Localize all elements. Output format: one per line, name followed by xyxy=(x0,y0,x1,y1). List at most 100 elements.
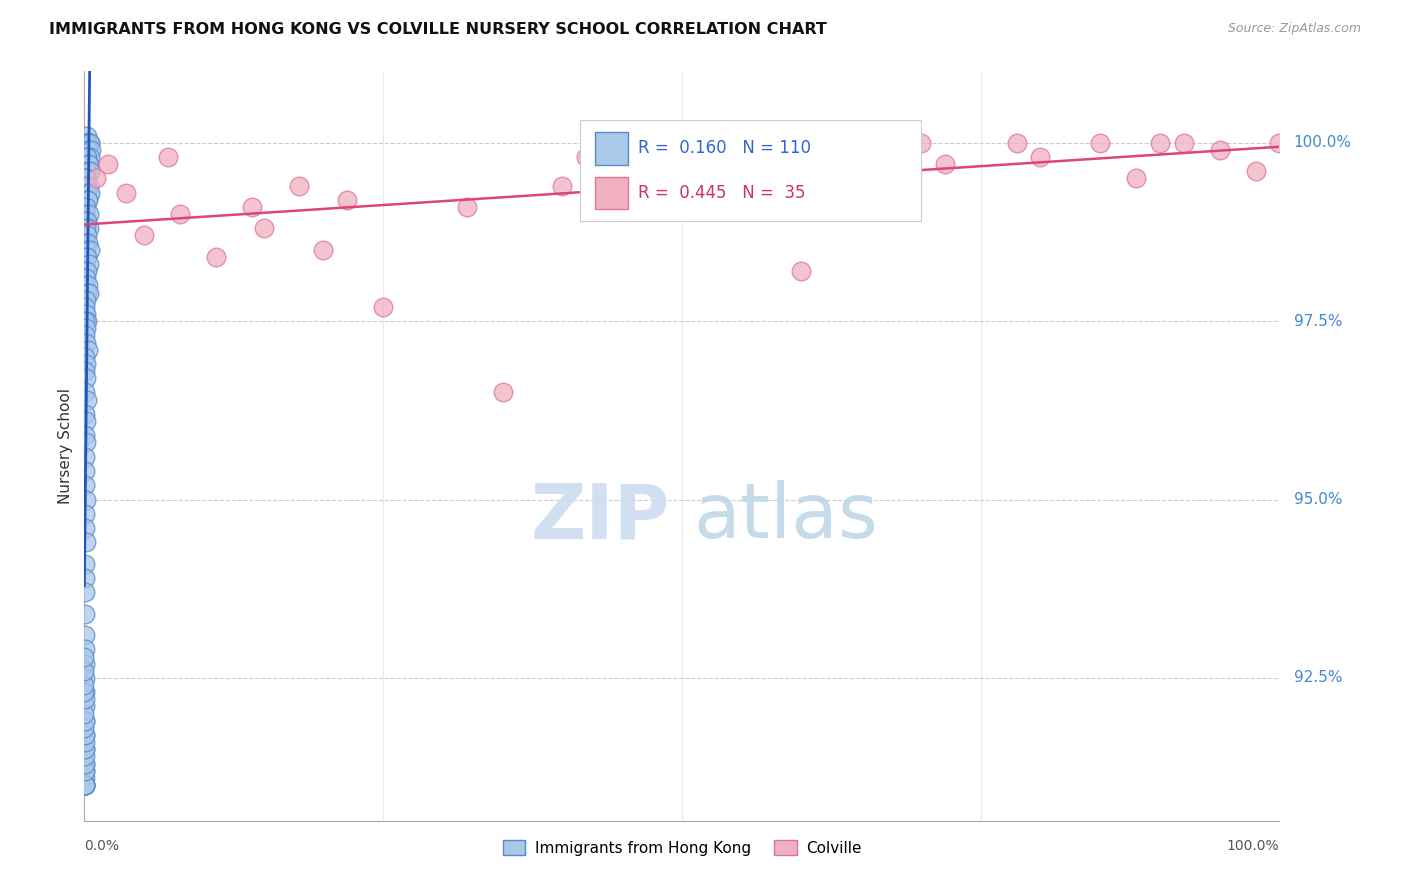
Y-axis label: Nursery School: Nursery School xyxy=(58,388,73,504)
Point xyxy=(75,307,97,321)
Point xyxy=(75,657,97,671)
Point xyxy=(1005,136,1028,150)
Point xyxy=(75,243,97,257)
Point xyxy=(551,178,574,193)
Point xyxy=(73,742,96,756)
Point xyxy=(77,157,100,171)
Point xyxy=(790,264,813,278)
Point xyxy=(75,136,97,150)
Text: IMMIGRANTS FROM HONG KONG VS COLVILLE NURSERY SCHOOL CORRELATION CHART: IMMIGRANTS FROM HONG KONG VS COLVILLE NU… xyxy=(49,22,827,37)
Point xyxy=(73,692,96,706)
Point xyxy=(79,243,101,257)
Point xyxy=(934,157,956,171)
Point xyxy=(79,186,101,200)
Point xyxy=(75,321,97,335)
FancyBboxPatch shape xyxy=(595,132,628,164)
Point xyxy=(79,136,101,150)
Point xyxy=(115,186,138,200)
Point xyxy=(75,221,97,235)
Point xyxy=(75,428,97,442)
Point xyxy=(75,435,97,450)
Point xyxy=(75,742,97,756)
Point xyxy=(240,200,263,214)
Point xyxy=(75,492,97,507)
FancyBboxPatch shape xyxy=(581,120,921,221)
Point xyxy=(76,392,98,407)
Point xyxy=(73,728,96,742)
Point xyxy=(76,228,98,243)
Point xyxy=(75,414,97,428)
Point xyxy=(77,136,100,150)
Point xyxy=(612,164,634,178)
Point xyxy=(73,735,96,749)
Point xyxy=(77,143,100,157)
Point xyxy=(79,285,101,300)
Point xyxy=(75,264,97,278)
Point xyxy=(75,171,97,186)
Point xyxy=(73,685,96,699)
Text: 92.5%: 92.5% xyxy=(1294,671,1343,685)
Point xyxy=(312,243,335,257)
Point xyxy=(75,293,97,307)
Legend: Immigrants from Hong Kong, Colville: Immigrants from Hong Kong, Colville xyxy=(496,834,868,862)
Point xyxy=(77,235,100,250)
Point xyxy=(97,157,120,171)
Point xyxy=(73,450,96,464)
Point xyxy=(73,756,96,771)
Point xyxy=(288,178,311,193)
Text: 100.0%: 100.0% xyxy=(1294,136,1351,150)
Point xyxy=(73,728,96,742)
Text: Source: ZipAtlas.com: Source: ZipAtlas.com xyxy=(1227,22,1361,36)
Point xyxy=(77,193,100,207)
Point xyxy=(76,128,98,143)
Point xyxy=(851,143,873,157)
Point xyxy=(75,507,97,521)
Point xyxy=(73,607,96,621)
Point xyxy=(75,557,97,571)
Point xyxy=(76,264,98,278)
Point xyxy=(75,171,97,186)
Point xyxy=(731,150,754,164)
Point xyxy=(1244,164,1267,178)
Point xyxy=(73,721,96,735)
Point xyxy=(575,150,598,164)
Point xyxy=(73,764,96,778)
Point xyxy=(73,521,96,535)
Point xyxy=(1149,136,1171,150)
Point xyxy=(76,278,98,293)
Point xyxy=(75,385,97,400)
Point xyxy=(73,649,96,664)
Text: 0.0%: 0.0% xyxy=(84,839,120,854)
Point xyxy=(75,464,97,478)
Point xyxy=(76,250,98,264)
Point xyxy=(79,136,101,150)
Point xyxy=(169,207,191,221)
Point xyxy=(73,671,96,685)
Point xyxy=(73,778,96,792)
Point xyxy=(79,150,101,164)
Point xyxy=(73,714,96,728)
Point xyxy=(73,628,96,642)
Point xyxy=(76,136,98,150)
Text: R =  0.160   N = 110: R = 0.160 N = 110 xyxy=(638,139,811,157)
Point xyxy=(75,535,97,549)
Point xyxy=(73,571,96,585)
Point xyxy=(76,285,98,300)
Point xyxy=(73,642,96,657)
Point xyxy=(75,178,97,193)
Point xyxy=(73,778,96,792)
Text: 95.0%: 95.0% xyxy=(1294,492,1343,507)
Point xyxy=(814,143,837,157)
Point xyxy=(73,328,96,343)
Point xyxy=(77,221,100,235)
Point xyxy=(75,357,97,371)
Point xyxy=(766,136,789,150)
Point xyxy=(75,371,97,385)
Point xyxy=(77,207,100,221)
Point xyxy=(75,214,97,228)
Point xyxy=(73,699,96,714)
Point xyxy=(73,300,96,314)
Point xyxy=(157,150,180,164)
Point xyxy=(73,714,96,728)
Point xyxy=(1090,136,1112,150)
